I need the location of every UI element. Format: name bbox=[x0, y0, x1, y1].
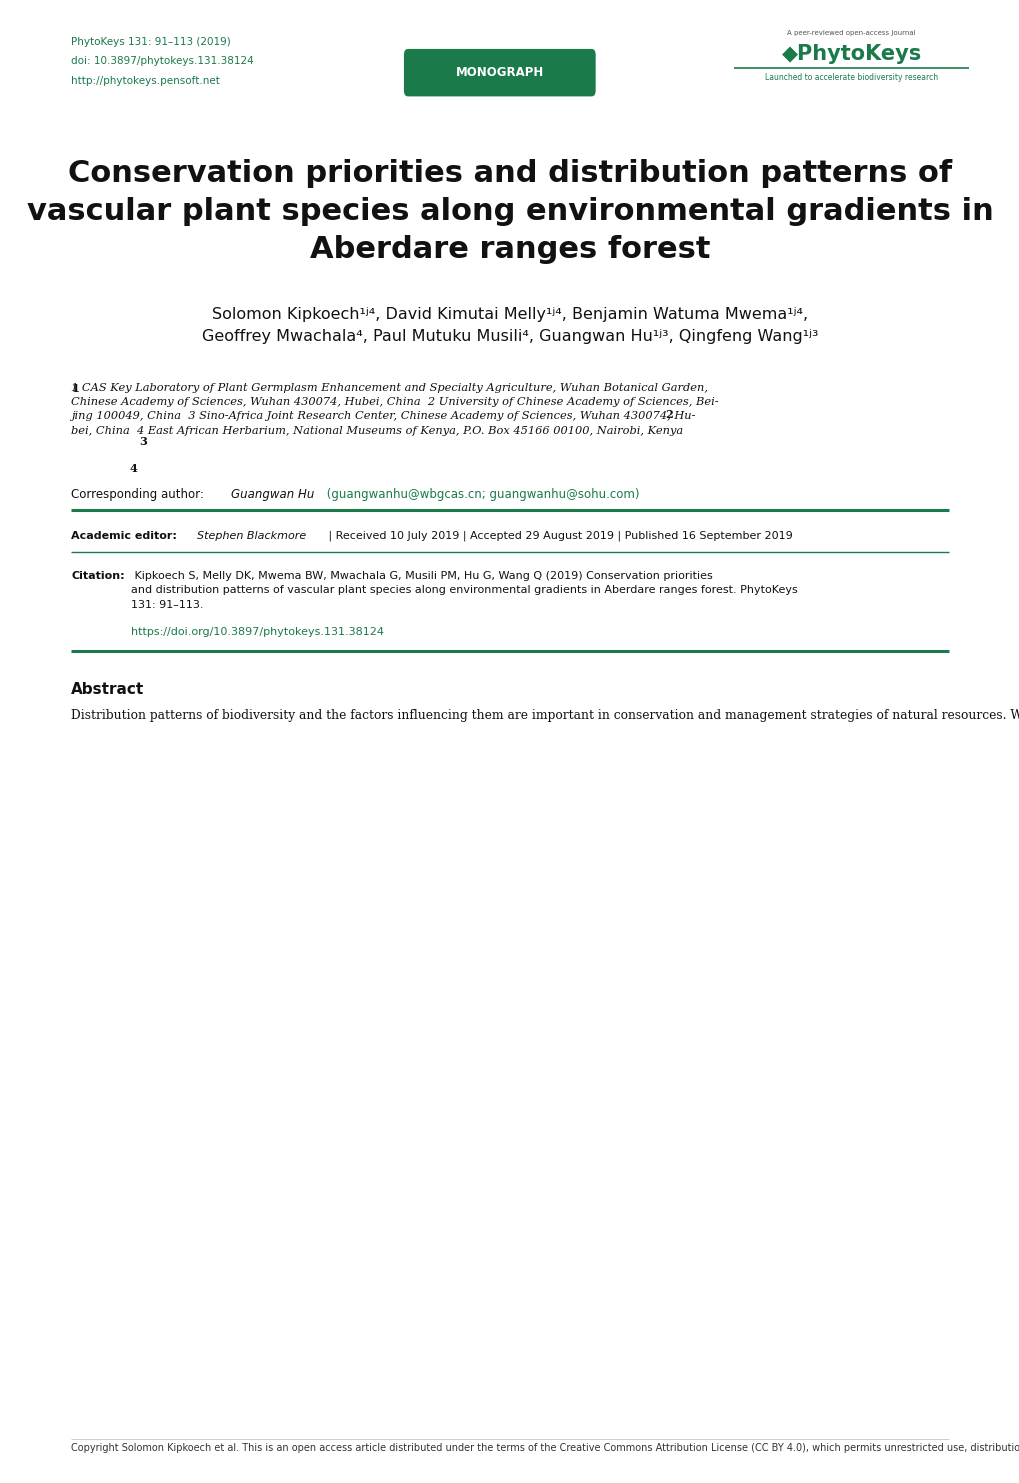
Text: 3: 3 bbox=[140, 436, 148, 446]
Text: http://phytokeys.pensoft.net: http://phytokeys.pensoft.net bbox=[71, 76, 220, 86]
Text: Copyright Solomon Kipkoech et al. This is an open access article distributed und: Copyright Solomon Kipkoech et al. This i… bbox=[71, 1443, 1019, 1453]
Text: Distribution patterns of biodiversity and the factors influencing them are impor: Distribution patterns of biodiversity an… bbox=[71, 709, 1019, 722]
Text: 2: 2 bbox=[664, 409, 673, 420]
Text: Conservation priorities and distribution patterns of
vascular plant species alon: Conservation priorities and distribution… bbox=[26, 159, 993, 264]
Text: doi: 10.3897/phytokeys.131.38124: doi: 10.3897/phytokeys.131.38124 bbox=[71, 56, 254, 67]
Text: 1: 1 bbox=[71, 383, 79, 393]
Text: Abstract: Abstract bbox=[71, 682, 145, 697]
Text: Kipkoech S, Melly DK, Mwema BW, Mwachala G, Musili PM, Hu G, Wang Q (2019) Conse: Kipkoech S, Melly DK, Mwema BW, Mwachala… bbox=[130, 571, 797, 610]
Text: MONOGRAPH: MONOGRAPH bbox=[455, 67, 543, 79]
Text: Solomon Kipkoech¹ʲ⁴, David Kimutai Melly¹ʲ⁴, Benjamin Watuma Mwema¹ʲ⁴,
Geoffrey : Solomon Kipkoech¹ʲ⁴, David Kimutai Melly… bbox=[202, 307, 817, 344]
Text: Academic editor:: Academic editor: bbox=[71, 531, 181, 541]
FancyBboxPatch shape bbox=[404, 49, 595, 96]
Text: ◆PhytoKeys: ◆PhytoKeys bbox=[781, 44, 921, 64]
Text: PhytoKeys 131: 91–113 (2019): PhytoKeys 131: 91–113 (2019) bbox=[71, 37, 231, 47]
Text: Citation:: Citation: bbox=[71, 571, 125, 581]
Text: Corresponding author:: Corresponding author: bbox=[71, 488, 208, 501]
Text: https://doi.org/10.3897/phytokeys.131.38124: https://doi.org/10.3897/phytokeys.131.38… bbox=[130, 627, 383, 638]
Text: Launched to accelerate biodiversity research: Launched to accelerate biodiversity rese… bbox=[764, 73, 937, 82]
Text: A peer-reviewed open-access journal: A peer-reviewed open-access journal bbox=[787, 30, 915, 36]
Text: 4: 4 bbox=[129, 463, 138, 473]
Text: (guangwanhu@wbgcas.cn; guangwanhu@sohu.com): (guangwanhu@wbgcas.cn; guangwanhu@sohu.c… bbox=[323, 488, 639, 501]
Text: Stephen Blackmore: Stephen Blackmore bbox=[197, 531, 306, 541]
Text: Guangwan Hu: Guangwan Hu bbox=[230, 488, 314, 501]
Text: | Received 10 July 2019 | Accepted 29 August 2019 | Published 16 September 2019: | Received 10 July 2019 | Accepted 29 Au… bbox=[325, 531, 793, 541]
Text: 1 CAS Key Laboratory of Plant Germplasm Enhancement and Specialty Agriculture, W: 1 CAS Key Laboratory of Plant Germplasm … bbox=[71, 383, 718, 436]
